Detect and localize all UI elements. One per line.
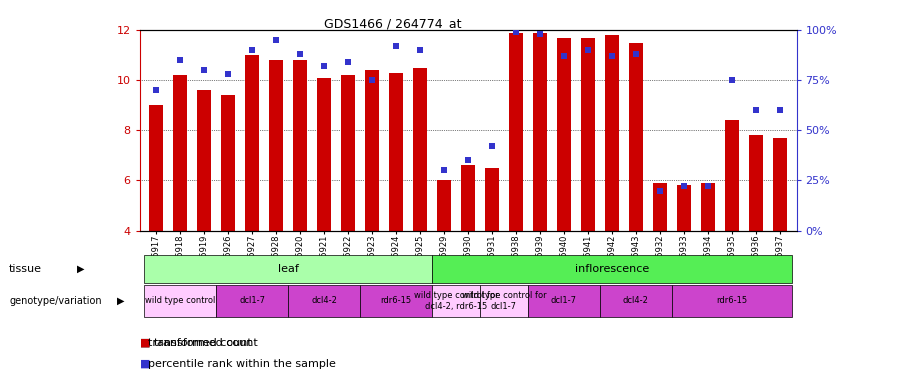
Bar: [557, 38, 572, 231]
Bar: [749, 135, 763, 231]
Bar: [580, 38, 595, 231]
Text: wild type control for
dcl4-2, rdr6-15: wild type control for dcl4-2, rdr6-15: [414, 291, 499, 310]
Bar: [485, 168, 500, 231]
Text: ■ transformed count: ■ transformed count: [140, 338, 257, 348]
Bar: [629, 42, 643, 231]
Text: inflorescence: inflorescence: [575, 264, 649, 274]
Bar: [508, 33, 523, 231]
Text: GDS1466 / 264774_at: GDS1466 / 264774_at: [324, 17, 462, 30]
Bar: [700, 183, 715, 231]
Text: leaf: leaf: [278, 264, 299, 274]
Text: dcl4-2: dcl4-2: [311, 296, 338, 305]
Bar: [245, 55, 259, 231]
Text: ■: ■: [140, 359, 150, 369]
Bar: [269, 60, 284, 231]
Text: ▶: ▶: [117, 296, 124, 306]
Text: dcl4-2: dcl4-2: [623, 296, 649, 305]
Text: ▶: ▶: [76, 264, 84, 274]
Bar: [652, 183, 667, 231]
Text: genotype/variation: genotype/variation: [9, 296, 102, 306]
Bar: [364, 70, 379, 231]
Bar: [341, 75, 356, 231]
Bar: [533, 33, 547, 231]
Bar: [436, 180, 451, 231]
Text: dcl1-7: dcl1-7: [551, 296, 577, 305]
Text: rdr6-15: rdr6-15: [381, 296, 411, 305]
Bar: [293, 60, 307, 231]
Bar: [772, 138, 787, 231]
Bar: [461, 165, 475, 231]
Bar: [724, 120, 739, 231]
Bar: [413, 68, 428, 231]
Bar: [317, 78, 331, 231]
Text: wild type control: wild type control: [145, 296, 215, 305]
Text: tissue: tissue: [9, 264, 42, 274]
Text: transformed count: transformed count: [148, 338, 252, 348]
Text: dcl1-7: dcl1-7: [239, 296, 266, 305]
Bar: [605, 35, 619, 231]
Bar: [173, 75, 187, 231]
Bar: [677, 186, 691, 231]
Bar: [221, 95, 236, 231]
Text: ■: ■: [140, 338, 150, 348]
Text: rdr6-15: rdr6-15: [716, 296, 747, 305]
Text: percentile rank within the sample: percentile rank within the sample: [148, 359, 337, 369]
Bar: [197, 90, 211, 231]
Bar: [149, 105, 164, 231]
Text: wild type control for
dcl1-7: wild type control for dcl1-7: [462, 291, 546, 310]
Bar: [389, 73, 403, 231]
